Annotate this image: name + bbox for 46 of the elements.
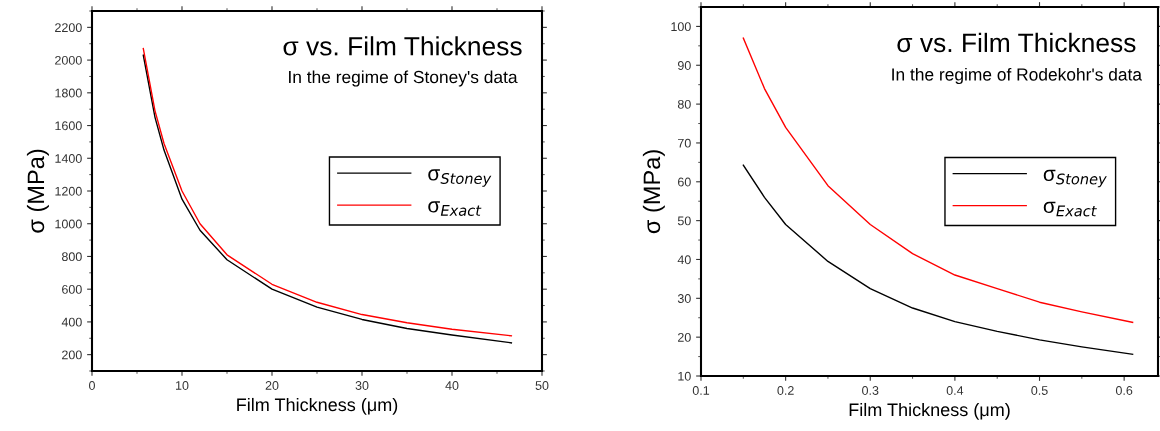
y-tick-label: 1200	[55, 186, 82, 196]
y-tick-label: 10	[678, 371, 691, 381]
y-tick-label: 40	[677, 255, 691, 265]
x-tick-label: 0.4	[946, 386, 964, 395]
y-tick-label: 2000	[55, 55, 82, 65]
y-tick-label: 1000	[55, 219, 82, 229]
text: σ vs. Film Thickness	[283, 36, 522, 56]
y-tick-label: 60	[678, 177, 691, 187]
line-series	[742, 164, 1134, 355]
y-tick-label: 90	[677, 61, 691, 70]
y-tick-label: 1800	[55, 88, 82, 98]
y-axis-title: σ (MPa)	[642, 150, 665, 234]
y-axis-title: σ (MPa)	[26, 149, 49, 233]
legend-label: σ$_{Exact}$	[1043, 201, 1097, 217]
x-tick-label: 0.3	[862, 386, 879, 395]
x-tick-label: 50	[535, 381, 549, 390]
x-tick-label: 30	[355, 381, 369, 390]
y-tick-label: 200	[62, 350, 82, 360]
text: In the regime of Rodekohr's data	[892, 67, 1143, 85]
x-tick-label: 40	[445, 381, 459, 390]
x-axis-title: Film Thickness (μm)	[849, 402, 1010, 420]
x-tick-label: 20	[265, 381, 279, 390]
y-tick-label: 50	[677, 216, 691, 226]
legend-label: σ$_{Exact}$	[428, 201, 482, 216]
y-tick-label: 70	[678, 138, 691, 148]
x-tick-label: 0	[89, 381, 95, 390]
y-tick-label: 30	[677, 294, 691, 303]
y-tick-label: 100	[671, 22, 691, 32]
text: σ vs. Film Thickness	[897, 32, 1136, 53]
y-tick-label: 600	[62, 284, 82, 294]
x-tick-label: 0.1	[692, 386, 710, 395]
text: In the regime of Stoney's data	[289, 70, 518, 87]
x-tick-label: 0.5	[1031, 386, 1048, 395]
x-tick-label: 0.2	[777, 386, 794, 395]
legend-label: σ$_{Stoney}$	[1043, 169, 1107, 188]
y-tick-label: 1400	[55, 154, 82, 163]
y-tick-label: 400	[61, 317, 82, 327]
y-tick-label: 80	[677, 99, 691, 109]
y-tick-label: 800	[61, 252, 82, 262]
x-tick-label: 10	[176, 381, 189, 390]
y-tick-label: 1600	[55, 121, 82, 131]
x-axis-title: Film Thickness (μm)	[237, 397, 398, 415]
y-tick-label: 2200	[55, 23, 82, 33]
legend-label: σ$_{Stoney}$	[428, 169, 492, 187]
y-tick-label: 20	[678, 332, 691, 342]
x-tick-label: 0.6	[1115, 386, 1133, 395]
